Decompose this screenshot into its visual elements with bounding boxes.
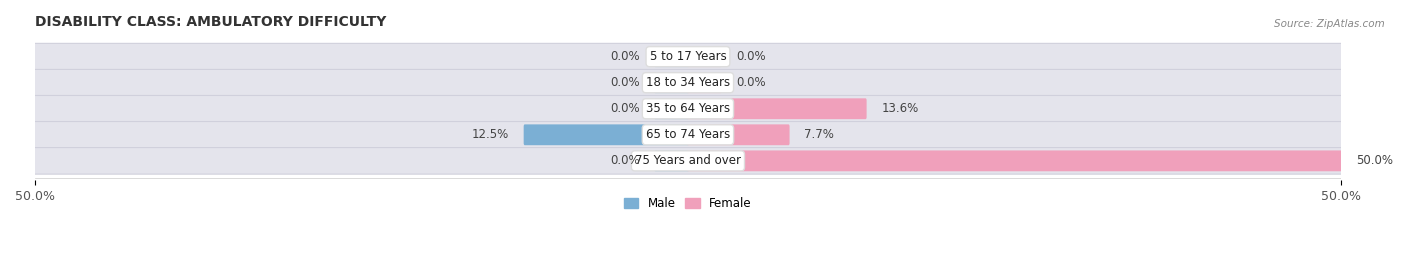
FancyBboxPatch shape [654,98,689,119]
Text: 75 Years and over: 75 Years and over [636,154,741,167]
Text: Source: ZipAtlas.com: Source: ZipAtlas.com [1274,19,1385,29]
Text: 0.0%: 0.0% [610,154,640,167]
Text: 35 to 64 Years: 35 to 64 Years [645,102,730,115]
FancyBboxPatch shape [34,43,1343,70]
Text: 0.0%: 0.0% [737,50,766,63]
FancyBboxPatch shape [523,124,689,145]
FancyBboxPatch shape [654,72,689,93]
Legend: Male, Female: Male, Female [620,192,756,215]
Text: 0.0%: 0.0% [610,102,640,115]
Text: 13.6%: 13.6% [882,102,918,115]
Text: 18 to 34 Years: 18 to 34 Years [645,76,730,89]
Text: 5 to 17 Years: 5 to 17 Years [650,50,727,63]
Text: 12.5%: 12.5% [472,128,509,141]
FancyBboxPatch shape [688,124,790,145]
FancyBboxPatch shape [688,150,1341,171]
Text: DISABILITY CLASS: AMBULATORY DIFFICULTY: DISABILITY CLASS: AMBULATORY DIFFICULTY [35,15,387,29]
FancyBboxPatch shape [34,148,1343,174]
Text: 0.0%: 0.0% [610,76,640,89]
FancyBboxPatch shape [688,72,721,93]
Text: 0.0%: 0.0% [737,76,766,89]
FancyBboxPatch shape [34,69,1343,96]
Text: 50.0%: 50.0% [1357,154,1393,167]
FancyBboxPatch shape [34,95,1343,122]
FancyBboxPatch shape [688,46,721,67]
Text: 0.0%: 0.0% [610,50,640,63]
Text: 65 to 74 Years: 65 to 74 Years [645,128,730,141]
Text: 7.7%: 7.7% [804,128,834,141]
FancyBboxPatch shape [34,122,1343,148]
FancyBboxPatch shape [654,46,689,67]
FancyBboxPatch shape [688,98,866,119]
FancyBboxPatch shape [654,150,689,171]
